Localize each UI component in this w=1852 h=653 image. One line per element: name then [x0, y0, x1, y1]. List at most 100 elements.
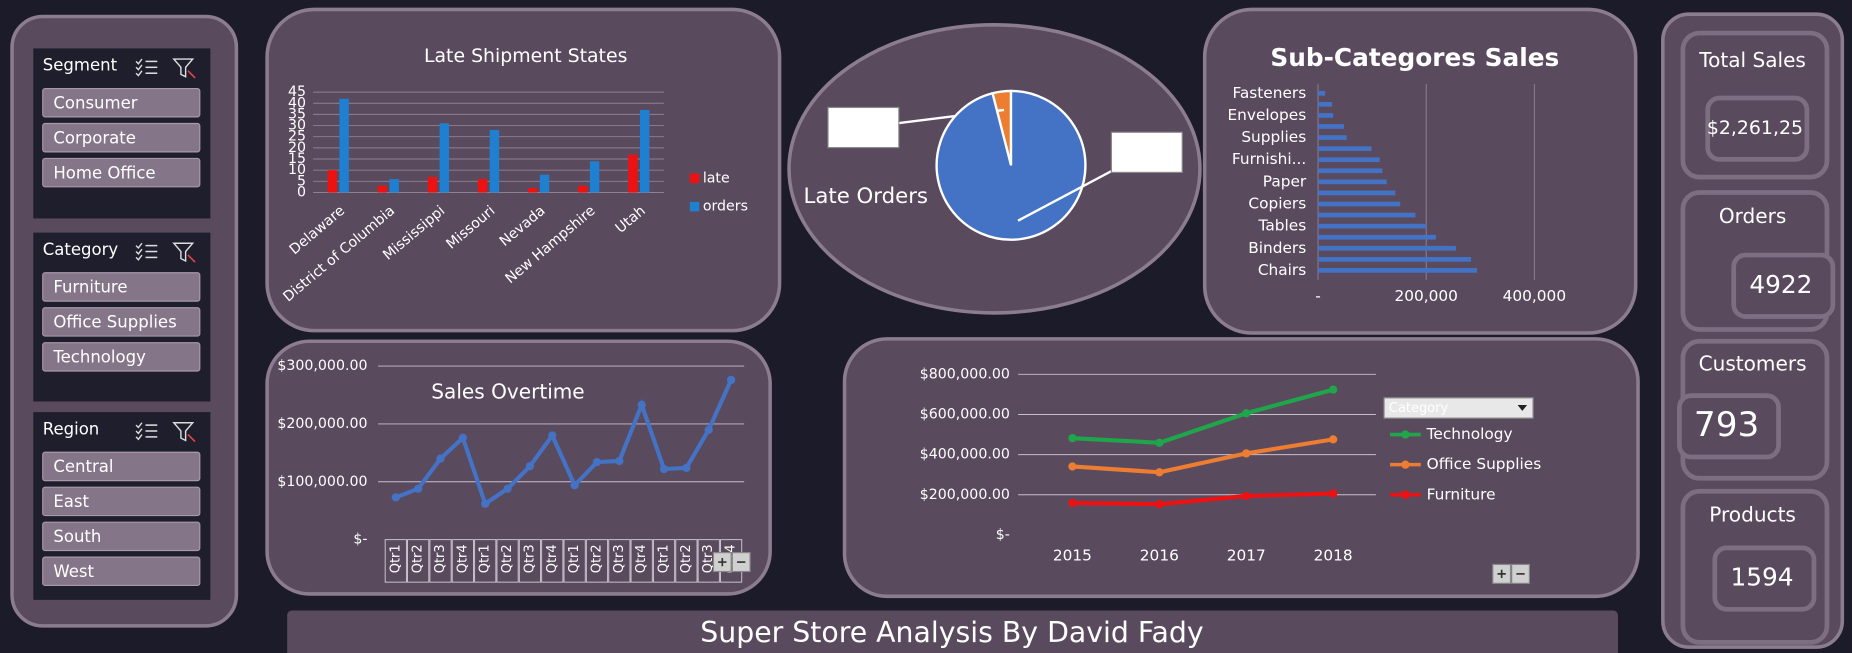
y-tick-label: 10	[288, 162, 306, 178]
clear-filter-icon[interactable]	[172, 242, 195, 263]
x-tick-label: Qtr1	[657, 544, 672, 573]
slicer-button[interactable]	[42, 122, 201, 153]
y-tick-label: $300,000.00	[277, 358, 367, 374]
y-tick-label: $200,000.00	[277, 416, 367, 432]
line-point	[1155, 468, 1164, 477]
callout-box	[827, 106, 900, 149]
x-tick-label: Qtr3	[612, 544, 627, 573]
x-tick-label: Qtr2	[411, 544, 426, 573]
line-point	[659, 464, 669, 474]
x-category-cell	[675, 539, 698, 583]
bar	[439, 123, 450, 193]
chart-title: Late Orders	[804, 184, 928, 209]
kpi-value-box	[1677, 393, 1781, 460]
line-point	[704, 425, 713, 434]
y-tick-label: $-	[353, 532, 367, 548]
slicer-button[interactable]	[42, 556, 201, 587]
x-category-cell	[384, 539, 407, 583]
clear-filter-icon[interactable]	[172, 422, 195, 442]
x-tick-label: Qtr1	[478, 544, 493, 573]
y-tick-label: 0	[297, 184, 306, 200]
slicer-button[interactable]	[42, 87, 201, 118]
footer-title: Super Store Analysis By David Fady	[700, 616, 1203, 649]
bar	[377, 185, 388, 193]
data-label-category: Same Day	[830, 111, 897, 126]
slicer-button[interactable]	[42, 272, 201, 302]
line-point	[1068, 434, 1077, 443]
legend-swatch	[689, 173, 700, 184]
x-tick-label: 2017	[1227, 547, 1266, 565]
multi-select-icon	[135, 242, 143, 261]
y-tick-label: 45	[288, 84, 306, 100]
legend-dropdown[interactable]	[1383, 397, 1534, 419]
slicer-item[interactable]: Central	[53, 457, 113, 476]
slicer-title: Region	[43, 419, 100, 438]
bar	[1318, 256, 1472, 262]
bar	[1318, 90, 1326, 96]
x-category-cell	[652, 539, 676, 583]
y-tick-label: 15	[288, 151, 306, 167]
slicer-item[interactable]: East	[53, 492, 89, 511]
zoom-glyph	[1497, 569, 1506, 579]
x-category-cell	[407, 539, 430, 583]
bar	[1318, 135, 1347, 140]
line-point	[391, 493, 400, 502]
x-tick-label: Qtr1	[388, 544, 403, 573]
slicer-item[interactable]: Consumer	[53, 93, 137, 112]
x-tick-label: 200,000	[1394, 287, 1457, 305]
kpi-value: $2,261,25	[1707, 117, 1803, 139]
x-tick-label: Qtr4	[545, 544, 560, 573]
kpi-value: 793	[1694, 405, 1759, 445]
x-category-cell	[630, 539, 653, 583]
slicer-button[interactable]	[42, 157, 201, 188]
line-point	[1242, 449, 1251, 458]
x-tick-label: 400,000	[1503, 287, 1566, 305]
x-category-cell	[518, 539, 542, 583]
y-tick-label: $-	[996, 527, 1010, 543]
slicer-button[interactable]	[42, 307, 201, 337]
slicer-button[interactable]	[42, 521, 201, 552]
bar	[1318, 157, 1380, 163]
slicer-button[interactable]	[42, 451, 201, 482]
y-tick-label: Paper	[1263, 172, 1307, 190]
line-point	[1155, 500, 1164, 509]
chart-title: Sales Overtime	[431, 380, 584, 404]
slicer-item[interactable]: Furniture	[53, 278, 127, 297]
legend-title: Category	[1389, 401, 1449, 416]
slicer-button[interactable]	[42, 486, 201, 517]
x-tick-label: 2015	[1053, 547, 1092, 565]
line-series	[1072, 437, 1334, 475]
data-label: 96%	[1132, 154, 1161, 169]
line-series	[1072, 387, 1334, 445]
line-point	[414, 484, 423, 493]
bar	[489, 130, 500, 193]
line-series	[395, 379, 733, 507]
line-point	[1329, 435, 1338, 444]
y-tick-label: 30	[288, 118, 306, 134]
line-point	[1068, 498, 1077, 508]
y-tick-label: 35	[288, 106, 306, 122]
line-point	[637, 400, 646, 409]
slicer-item[interactable]: Office Supplies	[53, 313, 176, 332]
pie-slice	[935, 89, 1087, 241]
zoom-glyph	[718, 557, 727, 567]
y-tick-label: 5	[297, 173, 306, 189]
kpi-label: Products	[1709, 503, 1796, 527]
legend-label: late	[703, 170, 730, 186]
slicer-button[interactable]	[42, 342, 201, 372]
slicer-item[interactable]: South	[53, 527, 101, 546]
legend-swatch	[689, 201, 700, 212]
slicer-item[interactable]: Corporate	[53, 128, 136, 147]
line-point	[570, 481, 579, 490]
slicer-title: Category	[43, 240, 119, 259]
y-tick-label: Fasteners	[1232, 84, 1306, 102]
slicer-item[interactable]: West	[53, 562, 94, 581]
x-tick-label: 2016	[1140, 547, 1179, 565]
slicer-item[interactable]: Technology	[52, 348, 146, 367]
legend-label: Furniture	[1427, 485, 1496, 503]
bar	[1318, 168, 1383, 174]
kpi-value-box	[1705, 95, 1810, 162]
kpi-label: Total Sales	[1698, 48, 1806, 72]
slicer-item[interactable]: Home Office	[53, 163, 155, 182]
clear-filter-icon[interactable]	[172, 58, 195, 78]
